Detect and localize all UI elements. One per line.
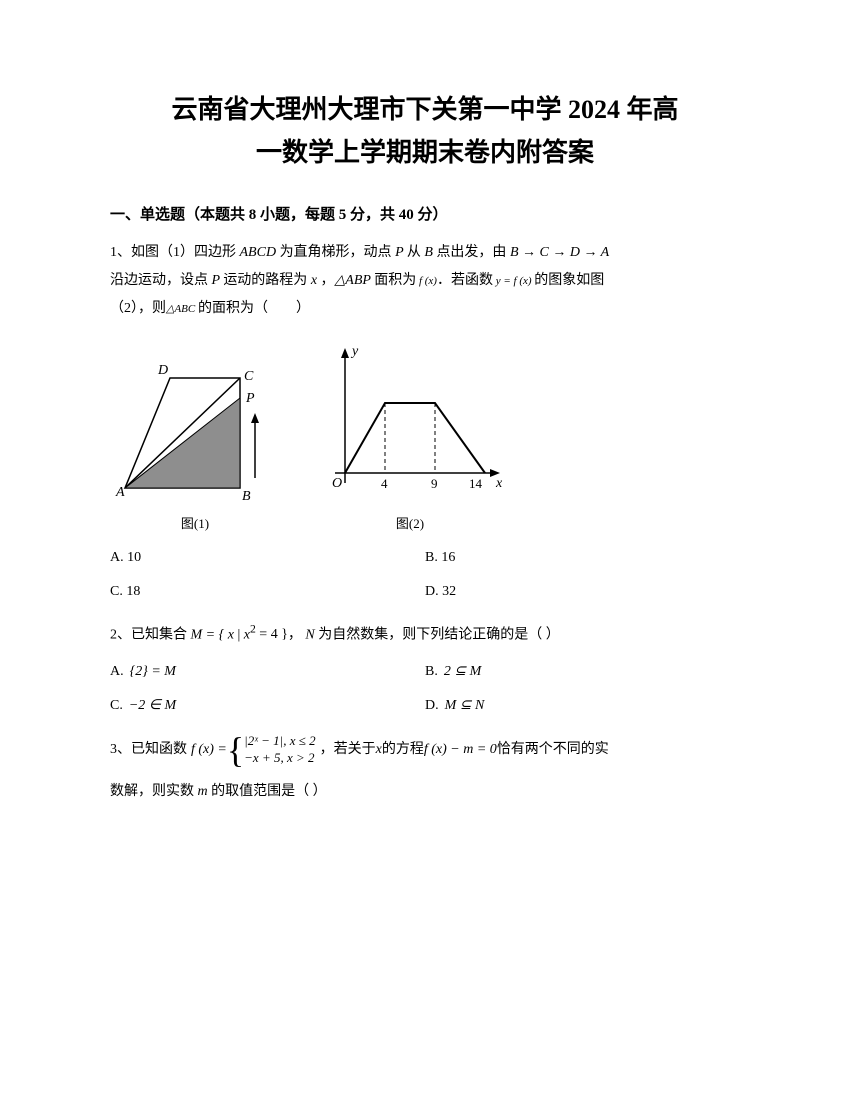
q1-optB: B. 16 bbox=[425, 545, 740, 570]
figures-row: A B C D P 图(1) y x O bbox=[110, 343, 740, 535]
trapezoid-svg: A B C D P bbox=[110, 358, 280, 508]
page: 云南省大理州大理市下关第一中学 2024 年高 一数学上学期期末卷内附答案 一、… bbox=[0, 0, 850, 1100]
section-heading: 一、单选题（本题共 8 小题，每题 5 分，共 40 分） bbox=[110, 202, 740, 229]
q1-options-row1: A. 10 B. 16 bbox=[110, 545, 740, 570]
q1-line3: （2），则△ABC 的面积为（ ） bbox=[110, 301, 310, 316]
q2-optD: D.M ⊆ N bbox=[425, 693, 740, 718]
fig2-caption: 图(2) bbox=[310, 512, 510, 535]
svg-text:9: 9 bbox=[431, 476, 438, 491]
title-line1: 云南省大理州大理市下关第一中学 2024 年高 bbox=[110, 90, 740, 129]
svg-text:P: P bbox=[245, 391, 255, 406]
question-2: 2、已知集合 M = { x | x2 = 4 }， N 为自然数集，则下列结论… bbox=[110, 618, 740, 650]
svg-text:C: C bbox=[244, 369, 254, 384]
svg-text:14: 14 bbox=[469, 476, 483, 491]
svg-text:O: O bbox=[332, 476, 342, 491]
question-3: 3、已知函数 f (x) = { |2ˣ − 1|, x ≤ 2 −x + 5,… bbox=[110, 732, 740, 768]
q1-options-row2: C. 18 D. 32 bbox=[110, 579, 740, 604]
svg-text:x: x bbox=[495, 476, 503, 491]
q1-text: 1、如图（1）四边形 ABCD 为直角梯形，动点 P 从 B 点出发，由 B →… bbox=[110, 245, 609, 260]
piecewise: f (x) = { |2ˣ − 1|, x ≤ 2 −x + 5, x > 2 bbox=[191, 732, 316, 768]
title-line2: 一数学上学期期末卷内附答案 bbox=[110, 133, 740, 172]
svg-text:B: B bbox=[242, 489, 251, 504]
q2-optB: B.2 ⊆ M bbox=[425, 659, 740, 684]
q2-options-row1: A.{2} = M B.2 ⊆ M bbox=[110, 659, 740, 684]
svg-text:4: 4 bbox=[381, 476, 388, 491]
graph-svg: y x O 4 9 14 bbox=[310, 343, 510, 508]
figure-1: A B C D P 图(1) bbox=[110, 358, 280, 535]
question-3-line2: 数解，则实数 m 的取值范围是（ ） bbox=[110, 778, 740, 806]
q1-optC: C. 18 bbox=[110, 579, 425, 604]
figure-2: y x O 4 9 14 图(2) bbox=[310, 343, 510, 535]
q1-optD: D. 32 bbox=[425, 579, 740, 604]
svg-text:y: y bbox=[350, 344, 359, 359]
question-1: 1、如图（1）四边形 ABCD 为直角梯形，动点 P 从 B 点出发，由 B →… bbox=[110, 239, 740, 323]
q2-options-row2: C.−2 ∈ M D.M ⊆ N bbox=[110, 693, 740, 718]
svg-text:A: A bbox=[115, 485, 125, 500]
q2-optC: C.−2 ∈ M bbox=[110, 693, 425, 718]
q1-optA: A. 10 bbox=[110, 545, 425, 570]
fig1-caption: 图(1) bbox=[110, 512, 280, 535]
q1-line2: 沿边运动，设点 P 运动的路程为 x ，△ABP 面积为 f (x)．若函数 y… bbox=[110, 273, 604, 288]
q2-optA: A.{2} = M bbox=[110, 659, 425, 684]
svg-text:D: D bbox=[157, 363, 168, 378]
